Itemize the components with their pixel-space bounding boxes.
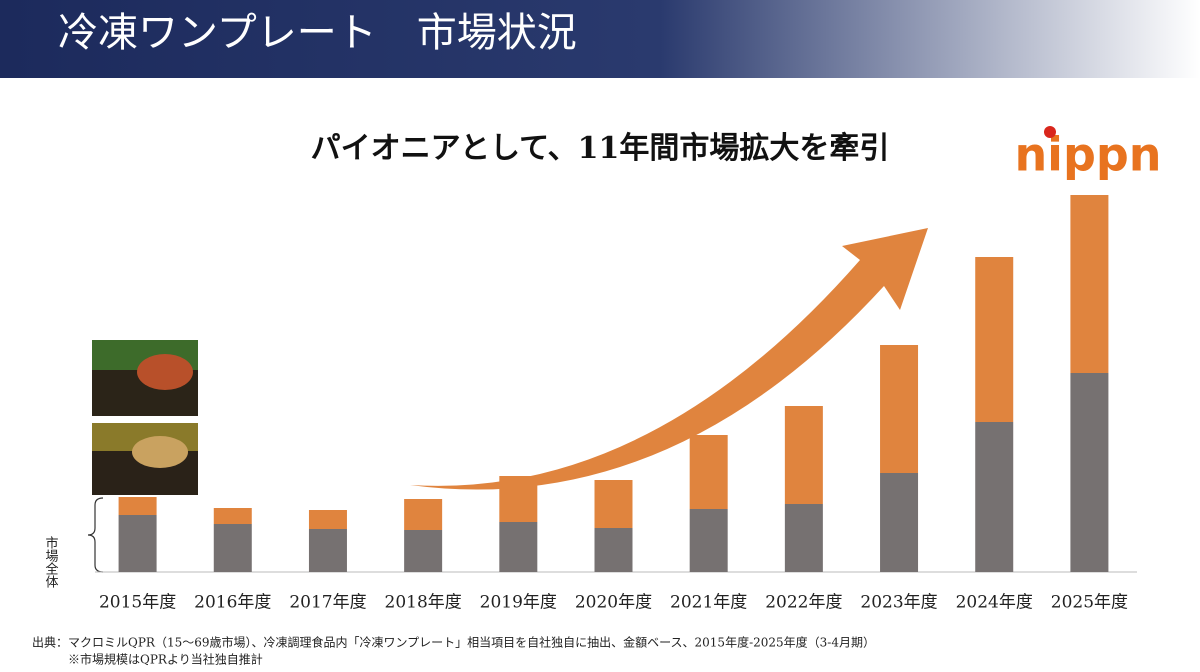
chart-title: パイオニアとして、11年間市場拡大を牽引 [311, 131, 890, 166]
bar-segment [880, 473, 919, 572]
bar-segment [118, 515, 157, 572]
x-tick-label: 2017年度 [289, 593, 366, 613]
bar-segment [784, 504, 823, 572]
x-tick-label: 2016年度 [194, 593, 271, 613]
bar-segment [689, 509, 728, 572]
x-tick-label: 2018年度 [385, 593, 462, 613]
bar-segment [404, 499, 443, 530]
logo: nippn [1014, 128, 1161, 182]
bar-segment [975, 257, 1014, 422]
footer-source: 出典：マクロミルQPR（15～69歳市場）、冷凍調理食品内「冷凍ワンプレート」相… [32, 635, 875, 650]
x-tick-label: 2015年度 [99, 593, 176, 613]
x-tick-label: 2022年度 [765, 593, 842, 613]
bar-segment [499, 522, 538, 572]
growth-arrow [410, 228, 928, 490]
x-tick-label: 2021年度 [670, 593, 747, 613]
annotation: 市場全体 [43, 535, 59, 588]
logo-dot [1044, 126, 1056, 138]
bar-segment [1070, 373, 1109, 572]
bar-segment [213, 524, 252, 572]
bar-segment [213, 508, 252, 524]
x-tick-label: 2020年度 [575, 593, 652, 613]
bar-segment [308, 510, 347, 529]
footer-note: ※市場規模はQPRより当社独自推計 [68, 652, 263, 667]
bar-segment [689, 435, 728, 509]
x-tick-label: 2025年度 [1051, 593, 1128, 613]
bar-segment [594, 480, 633, 528]
bar-segment [118, 497, 157, 515]
bar-segment [975, 422, 1014, 572]
bar-segment [880, 345, 919, 473]
bar-segment [499, 476, 538, 522]
bar-segment [1070, 195, 1109, 373]
header-bar [0, 0, 1200, 78]
product-food [137, 354, 193, 390]
bracket [87, 497, 104, 573]
header-title: 冷凍ワンプレート 市場状況 [58, 10, 577, 56]
product-food [132, 436, 188, 468]
x-tick-label: 2023年度 [860, 593, 937, 613]
x-tick-label: 2024年度 [956, 593, 1033, 613]
x-tick-label: 2019年度 [480, 593, 557, 613]
bar-segment [404, 530, 443, 572]
bar-segment [594, 528, 633, 572]
bar-segment [308, 529, 347, 572]
bar-segment [784, 406, 823, 504]
